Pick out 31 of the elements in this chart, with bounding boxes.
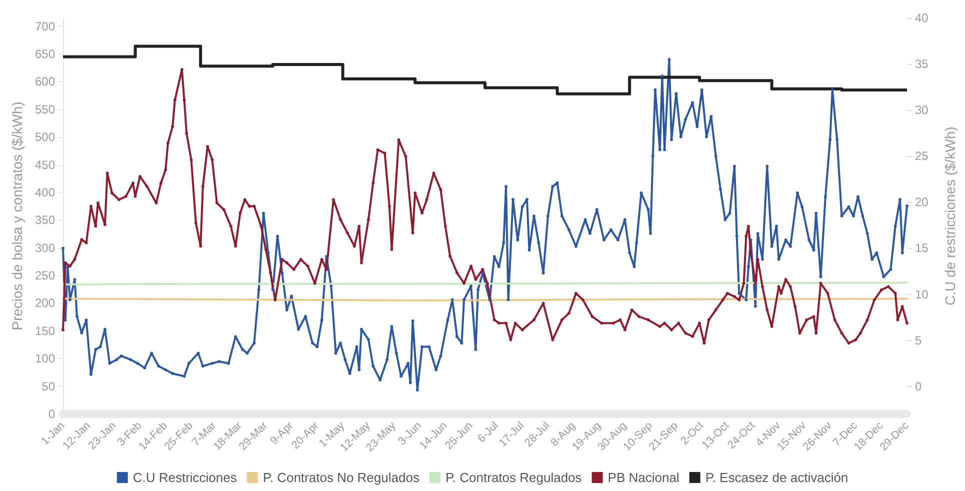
y-tick-label: 650 [34,47,56,61]
y-tick-label: 400 [34,185,56,200]
y-tick-label: 50 [42,379,56,394]
y-tick-label: 300 [34,240,56,255]
legend-label: P. Escasez de activación [705,470,848,485]
y-tick-label: 250 [34,268,56,283]
y-tick-label: 0 [48,407,56,421]
y2-tick-label: 15 [915,241,929,256]
y2-tick-label: 20 [915,195,929,210]
legend-label: C.U Restricciones [132,470,238,485]
y-tick-label: 350 [34,213,56,228]
y2-tick-label: 40 [915,11,929,25]
y2-tick-label: 0 [915,379,922,394]
y2-axis-title: C.U de restricciones ($/kWh) [942,126,958,306]
legend-label: P. Contratos Regulados [445,470,582,485]
y-tick-label: 550 [34,102,56,116]
legend-label: PB Nacional [608,470,680,485]
y2-tick-label: 30 [915,103,929,118]
y2-tick-label: 10 [915,287,929,302]
y2-tick-label: 5 [915,333,922,348]
y-tick-label: 500 [34,130,56,144]
y-tick-label: 100 [34,352,56,366]
y2-tick-label: 35 [915,57,929,72]
y-tick-label: 600 [34,74,56,89]
y-tick-label: 450 [34,158,56,172]
y-axis-title: Precios de bolsa y contratos ($/kWh) [9,102,26,330]
y-tick-label: 700 [34,19,56,34]
y-tick-label: 150 [34,324,56,338]
y2-tick-label: 25 [915,149,929,164]
y-tick-label: 200 [34,296,56,310]
legend-label: P. Contratos No Regulados [262,470,420,485]
